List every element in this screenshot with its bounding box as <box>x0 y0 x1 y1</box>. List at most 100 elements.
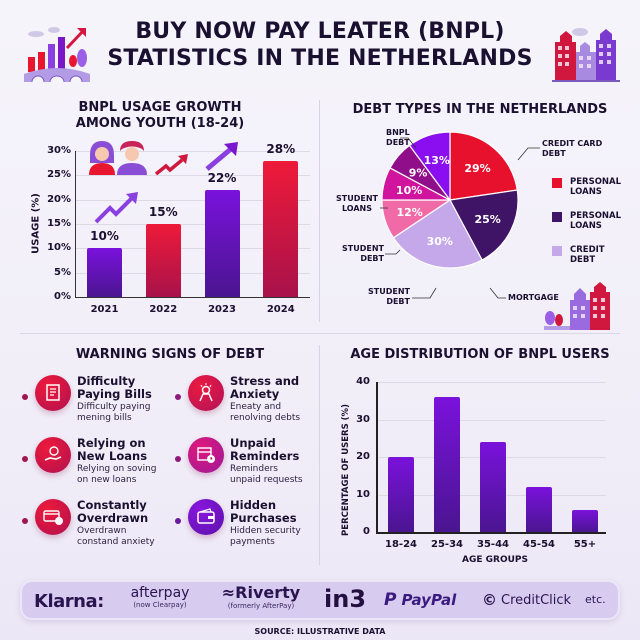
logo-paypal-text: PayPal <box>401 591 457 609</box>
creditclick-c-icon: © <box>482 591 497 609</box>
bullet-dot <box>22 518 28 524</box>
callout-mortgage: MORTGAGE <box>508 293 559 302</box>
warning-desc-line: Relying on soving <box>77 464 157 474</box>
warning-title-line: Reminders <box>230 449 300 463</box>
pie-slice-label: 13% <box>424 154 450 167</box>
warning-title-line: Hidden <box>230 498 277 512</box>
warning-title-line: Constantly <box>77 498 147 512</box>
y-axis <box>75 151 76 297</box>
pie-slice <box>408 131 451 202</box>
pie-slice-label: 25% <box>474 213 500 226</box>
warning-desc-line: Overdrawn <box>77 526 127 536</box>
warning-item: Relying on New Loans Relying on soving on n… <box>22 437 172 486</box>
pie-slice <box>392 199 483 269</box>
warning-description: Hidden security payments <box>230 526 301 548</box>
logo-creditclick: © CreditClick <box>482 591 571 609</box>
warning-title: Unpaid Reminders <box>230 437 303 463</box>
y-tick-label: 20 <box>356 451 370 462</box>
callout-text: STUDENT <box>342 244 384 253</box>
divider-horizontal <box>20 333 620 334</box>
callout-bnpl-debt: BNPL DEBT <box>386 128 410 148</box>
bullet-dot <box>22 394 28 400</box>
logo-creditclick-text: CreditClick <box>501 592 572 608</box>
y-tick-label: 30 <box>356 413 370 425</box>
pie-slice <box>449 189 519 261</box>
usage-chart-title: BNPL USAGE GROWTH AMONG YOUTH (18-24) <box>40 100 280 132</box>
pie-slice-label: 12% <box>396 206 422 219</box>
divider-vertical-bottom <box>319 345 320 565</box>
warning-item: Hidden Purchases Hidden security payments <box>175 499 325 548</box>
warning-title-line: Difficulty <box>77 374 136 388</box>
legend-swatch <box>552 212 562 222</box>
callout-text: CREDIT CARD <box>542 139 603 148</box>
trend-arrow-icon <box>205 142 238 171</box>
warning-title: Stress and Anxiety <box>230 375 300 401</box>
age-bar-35-44 <box>480 442 506 532</box>
callout-text: STUDENT <box>336 194 378 203</box>
y-tick-label: 5% <box>54 266 71 278</box>
x-tick-label: 2023 <box>208 304 236 315</box>
warning-title-line: Paying Bills <box>77 387 152 401</box>
debt-pie: 29% 25% 30% 12% 10% 9%13% <box>381 131 519 269</box>
bill-document-icon <box>35 375 71 411</box>
warning-title-line: Purchases <box>230 511 297 525</box>
canal-houses-trees-icon <box>544 282 610 330</box>
legend-label: CREDIT <box>570 245 605 255</box>
bar-value-label: 15% <box>148 205 178 219</box>
warning-description: Reminders unpaid requests <box>230 464 303 486</box>
logo-afterpay-sub: (now Clearpay) <box>133 601 187 609</box>
warning-title-line: Anxiety <box>230 387 280 401</box>
y-tick-label: 20% <box>47 193 71 205</box>
callout-credit-card-debt: CREDIT CARD DEBT <box>542 139 602 159</box>
warning-description: Eneaty and renolving debts <box>230 402 300 424</box>
warning-desc-line: unpaid requests <box>230 475 303 485</box>
young-couple-icon <box>89 141 147 175</box>
warning-title: Relying on New Loans <box>77 437 157 463</box>
gridline <box>376 419 606 421</box>
x-tick-label: 2021 <box>90 304 119 315</box>
callout-student-debt: STUDENT DEBT <box>336 244 384 264</box>
warning-item: Unpaid Reminders Reminders unpaid requests <box>175 437 325 486</box>
legend-label: DEBT <box>570 255 596 265</box>
age-bar-25-34 <box>434 397 460 532</box>
warning-title: Constantly Overdrawn <box>77 499 155 525</box>
growth-chart-bridge-icon <box>24 27 90 82</box>
x-tick-label: 35-44 <box>477 539 509 550</box>
warning-desc-line: Eneaty and <box>230 402 282 412</box>
page-title: BUY NOW PAY LEATER (BNPL) STATISTICS IN … <box>0 18 640 72</box>
callout-text: DEBT <box>386 138 410 147</box>
bullet-dot <box>22 456 28 462</box>
logos-etc: etc. <box>585 593 606 606</box>
pie-slice-label: 30% <box>427 235 453 248</box>
logo-riverty-sub: (formerly AfterPay) <box>227 602 295 610</box>
legend-item: PERSONAL LOANS <box>552 177 621 197</box>
warning-desc-line: Hidden security <box>230 526 301 536</box>
x-axis <box>75 297 310 298</box>
title-line-2: STATISTICS IN THE NETHERLANDS <box>107 46 533 71</box>
riverty-waves-icon: ≈ <box>221 583 236 602</box>
x-tick-label: 55+ <box>573 539 597 550</box>
stressed-person-icon <box>188 375 224 411</box>
callout-text: DEBT <box>386 297 410 306</box>
gridline <box>75 224 310 225</box>
warning-title-line: Stress and <box>230 374 300 388</box>
callout-text: BNPL <box>386 128 410 137</box>
warning-title-line: Overdrawn <box>77 511 149 525</box>
usage-bar-2021 <box>87 248 122 297</box>
gridline <box>75 175 310 177</box>
bullet-dot <box>175 394 181 400</box>
age-bar-45-54 <box>526 487 552 532</box>
debt-chart-title: DEBT TYPES IN THE NETHERLANDS <box>352 102 608 117</box>
legend-swatch <box>552 246 562 256</box>
warning-title-line: Unpaid <box>230 436 276 450</box>
warning-description: Relying on soving on new loans <box>77 464 157 486</box>
pie-slice-label: 9% <box>409 166 428 179</box>
y-tick-label: 25% <box>47 169 71 181</box>
age-x-axis-label: AGE GROUPS <box>462 555 528 565</box>
warning-description: Difficulty paying mening bills <box>77 402 152 424</box>
gridline <box>75 272 310 274</box>
callout-text: STUDENT <box>368 287 410 296</box>
bnpl-providers-band: Klarna: afterpay (now Clearpay) ≈Riverty… <box>20 580 620 620</box>
callout-student-debt: STUDENT DEBT <box>362 287 410 307</box>
callout-student-loans: STUDENT LOANS <box>336 194 378 214</box>
